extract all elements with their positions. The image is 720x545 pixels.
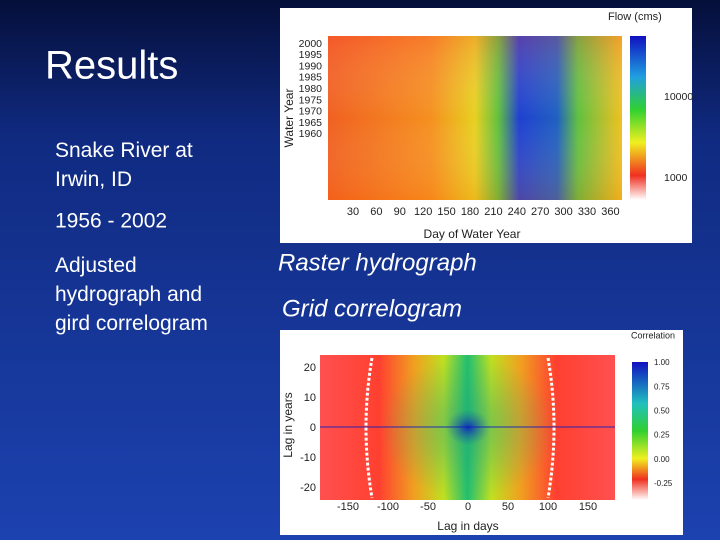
colorbar-tick-label: 1.00 [654,358,670,367]
y-tick-label: 1980 [299,83,323,95]
x-tick-label: 150 [579,501,597,513]
x-tick-label: 90 [394,206,406,218]
y-tick-label: 2000 [299,38,323,50]
bullet: Snake River at Irwin, ID [55,139,193,191]
colorbar-tick-label: 0.00 [654,455,670,464]
x-tick-label: 240 [508,206,526,218]
x-tick-label: 50 [502,501,514,513]
y-tick-label: 20 [304,362,316,374]
y-tick-label: 1975 [299,94,323,106]
y-tick-label: 1985 [299,72,323,84]
x-tick-label: -100 [377,501,399,513]
x-axis-label: Day of Water Year [424,227,521,241]
colorbar-tick-label: 10000 [664,91,693,103]
caption: Grid correlogram [282,295,462,322]
caption: Raster hydrograph [278,249,477,276]
bullet: Adjusted hydrograph and gird correlogram [55,254,208,335]
x-tick-label: 270 [531,206,549,218]
y-tick-label: 0 [310,422,316,434]
y-tick-label: 1960 [299,128,323,140]
colorbar-tick-label: 0.25 [654,431,670,440]
x-tick-label: 150 [437,206,455,218]
x-tick-label: 330 [578,206,596,218]
x-tick-label: 210 [484,206,502,218]
colorbar-title: Correlation [631,330,675,340]
x-tick-label: 120 [414,206,432,218]
x-tick-label: 30 [347,206,359,218]
x-tick-label: 60 [370,206,382,218]
x-tick-label: 100 [539,501,557,513]
x-tick-label: 360 [601,206,619,218]
bullet: 1956 - 2002 [55,210,167,233]
x-tick-label: -150 [337,501,359,513]
colorbar [630,36,646,200]
y-tick-label: 1990 [299,60,323,72]
contour [364,357,374,499]
colorbar [632,362,648,500]
x-tick-label: -50 [420,501,436,513]
x-tick-label: 300 [554,206,572,218]
colorbar-tick-label: -0.25 [654,479,673,488]
x-tick-label: 180 [461,206,479,218]
y-tick-label: 1995 [299,49,323,61]
colorbar-tick-label: 0.75 [654,382,670,391]
raster-figure [280,8,692,243]
colorbar-tick-label: 1000 [664,172,688,184]
x-axis-label: Lag in days [437,519,498,533]
x-tick-label: 0 [465,501,471,513]
raster-shade [328,36,622,200]
y-tick-label: 10 [304,392,316,404]
contour [546,357,556,499]
y-axis-label: Water Year [282,89,296,148]
correlogram-figure [280,330,683,535]
y-tick-label: 1965 [299,117,323,129]
y-axis-label: Lag in years [281,392,295,457]
y-tick-label: -10 [300,452,316,464]
colorbar-title: Flow (cms) [608,11,662,23]
y-tick-label: -20 [300,482,316,494]
y-tick-label: 1970 [299,106,323,118]
colorbar-tick-label: 0.50 [654,407,670,416]
slide-title: Results [45,44,178,88]
